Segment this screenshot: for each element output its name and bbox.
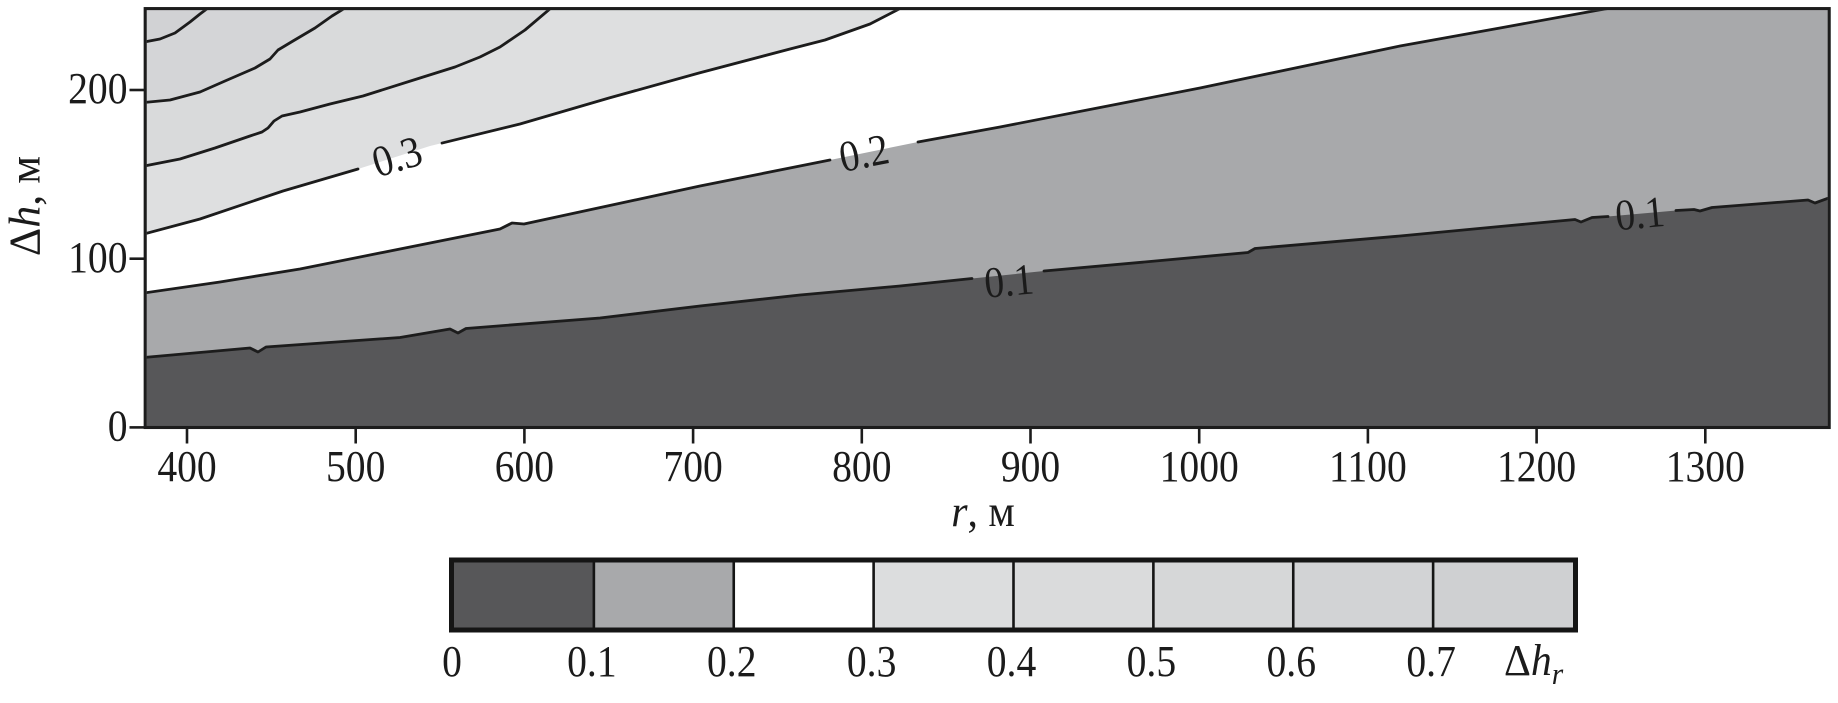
- svg-text:1000: 1000: [1160, 443, 1239, 491]
- svg-text:1200: 1200: [1497, 443, 1576, 491]
- svg-text:0.1: 0.1: [567, 638, 616, 686]
- svg-text:200: 200: [68, 65, 127, 113]
- svg-text:0.3: 0.3: [847, 638, 896, 686]
- svg-text:0.1: 0.1: [1613, 188, 1667, 241]
- svg-text:1300: 1300: [1666, 443, 1745, 491]
- svg-text:800: 800: [832, 443, 891, 491]
- svg-text:0.1: 0.1: [982, 256, 1036, 309]
- svg-text:0.2: 0.2: [835, 125, 893, 182]
- svg-text:0: 0: [442, 638, 462, 686]
- svg-text:0.2: 0.2: [707, 638, 756, 686]
- svg-text:700: 700: [663, 443, 722, 491]
- svg-text:r, м: r, м: [951, 488, 1015, 536]
- svg-text:0: 0: [108, 403, 128, 451]
- svg-text:Δh, м: Δh, м: [1, 156, 50, 256]
- svg-text:400: 400: [157, 443, 216, 491]
- svg-text:0.7: 0.7: [1406, 638, 1455, 686]
- svg-text:900: 900: [1001, 443, 1060, 491]
- svg-text:0.5: 0.5: [1127, 638, 1176, 686]
- svg-text:600: 600: [495, 443, 554, 491]
- svg-text:1100: 1100: [1329, 443, 1407, 491]
- svg-text:500: 500: [326, 443, 385, 491]
- svg-text:0.6: 0.6: [1267, 638, 1316, 686]
- svg-text:0.4: 0.4: [987, 638, 1037, 686]
- svg-text:100: 100: [68, 234, 127, 282]
